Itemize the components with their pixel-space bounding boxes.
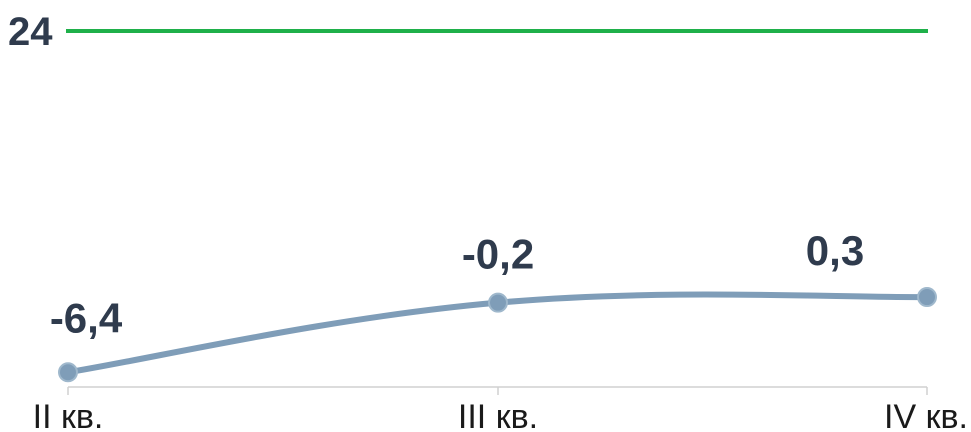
- x-tick-label: IV кв.: [884, 398, 968, 432]
- data-label: -0,2: [462, 231, 534, 278]
- data-point: [917, 287, 937, 308]
- data-label: -6,4: [50, 294, 123, 341]
- x-axis-ticks: [67, 387, 928, 395]
- x-tick-label: II кв.: [33, 398, 104, 432]
- reference-line-label: 24: [8, 10, 53, 54]
- data-point: [58, 362, 78, 383]
- x-tick-label: III кв.: [458, 398, 538, 432]
- data-point: [488, 292, 508, 313]
- data-label: 0,3: [806, 227, 864, 274]
- series-data-labels: -6,4 -0,2 0,3: [50, 227, 864, 341]
- series-points: [58, 287, 937, 383]
- x-axis-tick-labels: II кв. III кв. IV кв.: [33, 398, 968, 432]
- reference-line-group: 24: [8, 10, 928, 54]
